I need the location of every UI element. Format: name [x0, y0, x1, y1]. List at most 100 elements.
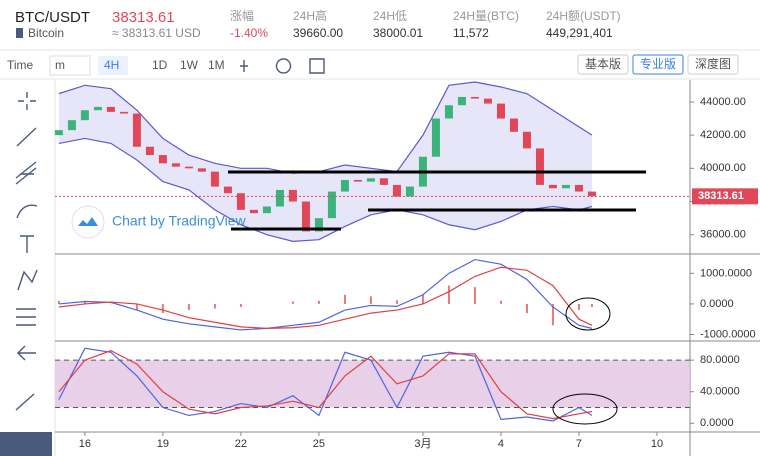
histogram-bar — [83, 301, 86, 304]
candle — [574, 184, 583, 192]
candle — [275, 189, 284, 207]
histogram-bar — [447, 285, 450, 304]
candle — [522, 131, 531, 149]
candle — [93, 106, 102, 111]
histogram-bar — [369, 296, 372, 304]
level-band — [55, 360, 690, 408]
candle — [288, 189, 297, 202]
histogram-bar — [590, 303, 593, 307]
y-tick-label: 0.0000 — [700, 417, 734, 429]
x-tick-label: 4 — [498, 438, 504, 450]
interval-button[interactable]: 1D — [152, 58, 168, 72]
dropdown[interactable] — [49, 55, 91, 76]
candle — [54, 130, 63, 136]
candle — [171, 163, 180, 167]
histogram-bar — [213, 303, 216, 309]
y-tick-label: 0.0000 — [700, 298, 734, 310]
pattern-tool[interactable] — [17, 269, 38, 291]
candle — [106, 106, 115, 112]
candle — [301, 201, 310, 232]
histogram-bar — [395, 300, 398, 304]
candle — [210, 171, 219, 187]
view-button[interactable] — [687, 54, 739, 75]
usd-price: ≈ 38313.61 USD — [112, 26, 201, 40]
annotations — [228, 170, 646, 425]
fib-tool[interactable] — [15, 161, 37, 185]
histogram-bar — [551, 303, 554, 326]
histogram-bar — [291, 301, 294, 304]
x-tick-label: 10 — [651, 438, 663, 450]
toolbar-icon[interactable] — [275, 58, 292, 74]
y-tick-label: 80.0000 — [700, 354, 740, 366]
view-button[interactable] — [632, 54, 684, 75]
watermark: Chart by TradingView — [112, 213, 246, 229]
watermark-logo — [78, 217, 98, 226]
histogram-bar — [317, 300, 320, 304]
back-button[interactable] — [17, 345, 36, 361]
x-tick-label: 16 — [79, 438, 91, 450]
band-lower — [58, 137, 593, 242]
drawn-ellipse[interactable] — [552, 393, 618, 425]
text-tool[interactable] — [20, 235, 34, 253]
pair: BTC/USDT — [15, 9, 90, 26]
histogram-bar — [421, 294, 424, 304]
histogram-bar — [499, 300, 502, 304]
selected-interval[interactable] — [98, 56, 128, 75]
prediction-tool[interactable] — [16, 308, 36, 326]
candle — [119, 111, 128, 114]
interval-button[interactable]: 1M — [208, 58, 225, 72]
interval-button[interactable]: 1W — [180, 58, 199, 72]
histogram-bar — [525, 303, 528, 314]
candle — [340, 179, 349, 192]
toolbar-icon[interactable] — [309, 58, 325, 74]
last-price-box — [692, 188, 758, 205]
stat-value: 449,291,401 — [546, 26, 613, 40]
trendline-tool[interactable] — [16, 127, 37, 147]
candle — [457, 96, 466, 106]
histogram-bar — [473, 287, 476, 304]
candle — [353, 179, 362, 182]
interval-button[interactable]: 4H — [104, 58, 119, 72]
drawn-ellipse[interactable] — [565, 297, 611, 331]
candle — [405, 186, 414, 197]
watermark-logo — [71, 205, 105, 239]
candle — [158, 155, 167, 164]
candle — [80, 110, 89, 121]
collapse-button[interactable] — [0, 432, 52, 456]
x-tick-label: 3月 — [414, 438, 431, 450]
candle — [236, 193, 245, 210]
stat-value: 11,572 — [453, 26, 489, 40]
histogram-bar — [161, 303, 164, 314]
histogram-bar — [57, 300, 60, 304]
ruler-tool[interactable] — [15, 393, 35, 411]
y-tick-label: 40.0000 — [700, 386, 740, 398]
interval-button[interactable]: m — [55, 58, 65, 72]
toolbar-icon[interactable] — [240, 60, 248, 72]
candle — [470, 96, 479, 99]
view-label: 基本版 — [585, 57, 621, 71]
drawing-tools — [0, 80, 56, 456]
candle — [132, 113, 141, 147]
candle — [431, 118, 440, 157]
histogram-bar — [239, 303, 242, 307]
histogram-bar — [135, 303, 138, 311]
x-tick-label: 19 — [157, 438, 169, 450]
band-fill — [58, 82, 592, 242]
x-tick-label: 25 — [313, 438, 325, 450]
y-tick-label: 42000.00 — [700, 129, 746, 141]
brush-tool[interactable] — [16, 204, 38, 219]
crosshair-tool[interactable] — [18, 92, 36, 110]
candle — [197, 168, 206, 172]
view-button[interactable] — [577, 54, 629, 75]
macd-line — [58, 266, 593, 329]
candle — [509, 118, 518, 132]
stat-value: 39660.00 — [293, 26, 343, 40]
interval-button[interactable]: Time — [7, 58, 34, 72]
view-label: 深度图 — [695, 56, 731, 71]
macd-line — [58, 258, 593, 331]
stat-label: 24H低 — [373, 9, 407, 23]
x-tick-label: 7 — [576, 438, 582, 450]
x-tick-label: 22 — [235, 438, 247, 450]
